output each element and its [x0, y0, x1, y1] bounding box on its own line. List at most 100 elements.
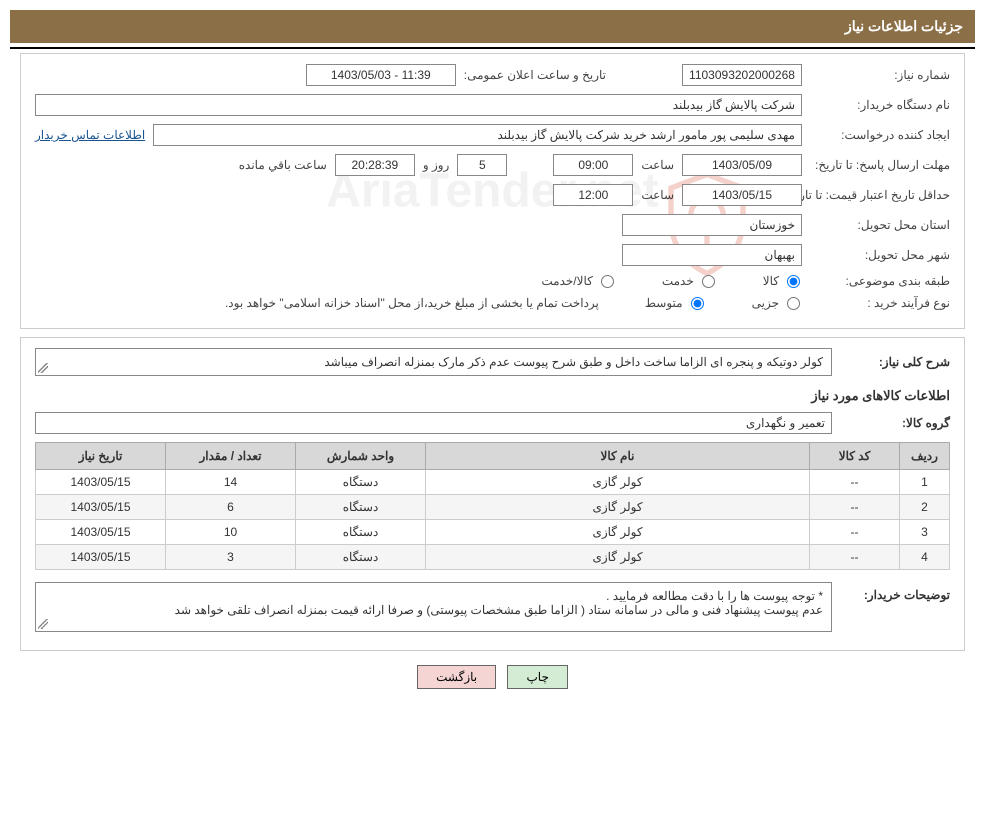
need-info-section: AriaTender.net شماره نیاز: 1103093202000…: [20, 53, 965, 329]
answer-deadline-time: 09:00: [553, 154, 633, 176]
row-category: طبقه بندی موضوعی: کالا خدمت کالا/خدمت: [35, 274, 950, 288]
price-validity-label: حداقل تاریخ اعتبار قیمت: تا تاریخ:: [810, 188, 950, 202]
items-section: شرح کلی نیاز: کولر دوتیکه و پنجره ای الز…: [20, 337, 965, 651]
cell-idx: 4: [900, 545, 950, 570]
delivery-city-value: بهبهان: [622, 244, 802, 266]
row-general-desc: شرح کلی نیاز: کولر دوتیکه و پنجره ای الز…: [35, 348, 950, 376]
button-row: چاپ بازگشت: [20, 665, 965, 689]
radio-service[interactable]: [702, 275, 715, 288]
items-section-title: اطلاعات کالاهای مورد نیاز: [35, 388, 950, 404]
payment-note: پرداخت تمام یا بخشی از مبلغ خرید،از محل …: [225, 296, 599, 310]
table-row: 4--کولر گازیدستگاه31403/05/15: [36, 545, 950, 570]
radio-medium[interactable]: [691, 297, 704, 310]
resize-handle-icon[interactable]: [38, 363, 48, 373]
buyer-org-value: شرکت پالایش گاز بیدبلند: [35, 94, 802, 116]
resize-handle-icon[interactable]: [38, 619, 48, 629]
cat-goods-label: کالا: [763, 274, 779, 288]
print-button[interactable]: چاپ: [507, 665, 567, 689]
days-remaining: 5: [457, 154, 507, 176]
general-desc-box: کولر دوتیکه و پنجره ای الزاما ساخت داخل …: [35, 348, 832, 376]
delivery-province-value: خوزستان: [622, 214, 802, 236]
cell-name: کولر گازی: [426, 470, 810, 495]
table-row: 1--کولر گازیدستگاه141403/05/15: [36, 470, 950, 495]
category-goods-service-option: کالا/خدمت: [541, 274, 615, 288]
th-idx: ردیف: [900, 443, 950, 470]
cell-unit: دستگاه: [296, 545, 426, 570]
row-goods-group: گروه کالا: تعمیر و نگهداری: [35, 412, 950, 434]
radio-goods[interactable]: [787, 275, 800, 288]
cell-qty: 3: [166, 545, 296, 570]
process-type-label: نوع فرآیند خرید :: [810, 296, 950, 310]
announce-datetime-label: تاریخ و ساعت اعلان عمومی:: [464, 68, 606, 82]
buyer-notes-box: * توجه پیوست ها را با دقت مطالعه فرمایید…: [35, 582, 832, 632]
buyer-notes-label: توضیحات خریدار:: [840, 582, 950, 602]
row-process-type: نوع فرآیند خرید : جزیی متوسط پرداخت تمام…: [35, 296, 950, 310]
cell-unit: دستگاه: [296, 495, 426, 520]
row-price-validity: حداقل تاریخ اعتبار قیمت: تا تاریخ: 1403/…: [35, 184, 950, 206]
process-partial-option: جزیی: [752, 296, 802, 310]
table-header-row: ردیف کد کالا نام کالا واحد شمارش تعداد /…: [36, 443, 950, 470]
requester-value: مهدی سلیمی پور مامور ارشد خرید شرکت پالا…: [153, 124, 802, 146]
cell-code: --: [810, 520, 900, 545]
back-button[interactable]: بازگشت: [417, 665, 496, 689]
cell-idx: 1: [900, 470, 950, 495]
cell-code: --: [810, 495, 900, 520]
cell-date: 1403/05/15: [36, 470, 166, 495]
cell-unit: دستگاه: [296, 470, 426, 495]
table-row: 3--کولر گازیدستگاه101403/05/15: [36, 520, 950, 545]
buyer-notes-text: * توجه پیوست ها را با دقت مطالعه فرمایید…: [175, 589, 823, 617]
category-service-option: خدمت: [662, 274, 717, 288]
general-desc-text: کولر دوتیکه و پنجره ای الزاما ساخت داخل …: [324, 355, 823, 369]
buyer-contact-link[interactable]: اطلاعات تماس خریدار: [35, 128, 145, 142]
general-desc-label: شرح کلی نیاز:: [840, 355, 950, 369]
announce-datetime-value: 1403/05/03 - 11:39: [306, 64, 456, 86]
th-unit: واحد شمارش: [296, 443, 426, 470]
cell-qty: 10: [166, 520, 296, 545]
remaining-label: ساعت باقي مانده: [239, 158, 327, 172]
th-date: تاریخ نیاز: [36, 443, 166, 470]
price-validity-date: 1403/05/15: [682, 184, 802, 206]
proc-partial-label: جزیی: [752, 296, 779, 310]
proc-medium-label: متوسط: [645, 296, 683, 310]
delivery-province-label: استان محل تحویل:: [810, 218, 950, 232]
need-number-value: 1103093202000268: [682, 64, 802, 86]
row-buyer-org: نام دستگاه خریدار: شرکت پالایش گاز بیدبل…: [35, 94, 950, 116]
row-buyer-notes: توضیحات خریدار: * توجه پیوست ها را با دق…: [35, 582, 950, 632]
table-row: 2--کولر گازیدستگاه61403/05/15: [36, 495, 950, 520]
cell-qty: 6: [166, 495, 296, 520]
need-number-label: شماره نیاز:: [810, 68, 950, 82]
cell-code: --: [810, 470, 900, 495]
requester-label: ایجاد کننده درخواست:: [810, 128, 950, 142]
cell-date: 1403/05/15: [36, 495, 166, 520]
radio-goods-service[interactable]: [601, 275, 614, 288]
row-delivery-province: استان محل تحویل: خوزستان: [35, 214, 950, 236]
answer-time-label: ساعت: [641, 158, 674, 172]
cat-goods-service-label: کالا/خدمت: [541, 274, 592, 288]
cell-name: کولر گازی: [426, 520, 810, 545]
cell-date: 1403/05/15: [36, 520, 166, 545]
countdown-value: 20:28:39: [335, 154, 415, 176]
header-divider: [10, 47, 975, 49]
radio-partial[interactable]: [787, 297, 800, 310]
answer-deadline-date: 1403/05/09: [682, 154, 802, 176]
buyer-org-label: نام دستگاه خریدار:: [810, 98, 950, 112]
th-name: نام کالا: [426, 443, 810, 470]
row-requester: ایجاد کننده درخواست: مهدی سلیمی پور مامو…: [35, 124, 950, 146]
cell-name: کولر گازی: [426, 545, 810, 570]
page-title: جزئیات اطلاعات نیاز: [845, 18, 963, 34]
price-validity-time-label: ساعت: [641, 188, 674, 202]
page-header: جزئیات اطلاعات نیاز: [10, 10, 975, 43]
goods-group-value: تعمیر و نگهداری: [35, 412, 832, 434]
cell-unit: دستگاه: [296, 520, 426, 545]
items-table: ردیف کد کالا نام کالا واحد شمارش تعداد /…: [35, 442, 950, 570]
process-medium-option: متوسط: [645, 296, 706, 310]
price-validity-time: 12:00: [553, 184, 633, 206]
th-code: کد کالا: [810, 443, 900, 470]
cell-name: کولر گازی: [426, 495, 810, 520]
answer-deadline-label: مهلت ارسال پاسخ: تا تاریخ:: [810, 158, 950, 172]
cat-service-label: خدمت: [662, 274, 694, 288]
cell-date: 1403/05/15: [36, 545, 166, 570]
cell-idx: 2: [900, 495, 950, 520]
row-need-number: شماره نیاز: 1103093202000268 تاریخ و ساع…: [35, 64, 950, 86]
cell-code: --: [810, 545, 900, 570]
